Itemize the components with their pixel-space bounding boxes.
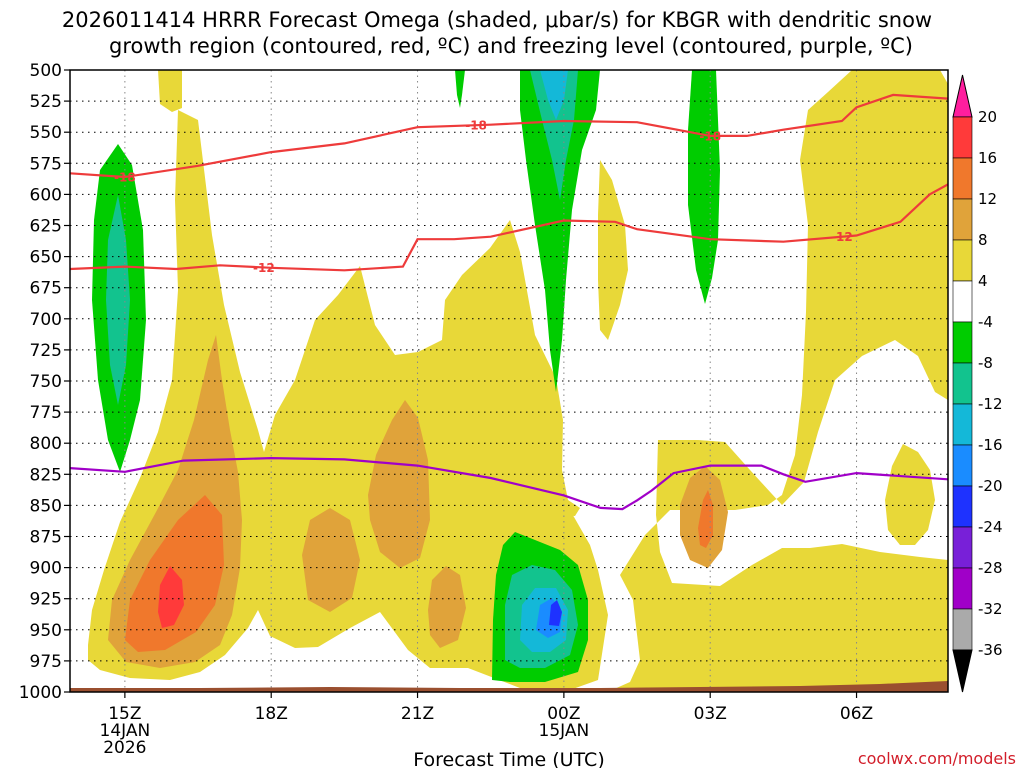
omega-shade-positive-8-12-c	[368, 400, 430, 568]
colorbar-label: -12	[978, 395, 1003, 413]
y-tick-label: 825	[30, 465, 62, 485]
y-tick-label: 625	[30, 217, 62, 237]
colorbar-label: -28	[978, 559, 1003, 577]
colorbar-under-triangle	[952, 649, 973, 693]
y-tick-label: 675	[30, 279, 62, 299]
omega-shade-positive-16-20	[158, 566, 184, 628]
colorbar-label: 16	[978, 149, 997, 167]
colorbar-band	[952, 403, 973, 446]
contour-freezing_level_0C	[70, 456, 948, 511]
colorbar-label: 8	[978, 231, 988, 249]
x-tick-label: 2026	[103, 738, 146, 758]
omega-shade-negative-east-column	[688, 70, 720, 304]
colorbar-band	[952, 485, 973, 528]
y-tick-label: 800	[30, 434, 62, 454]
y-tick-label: 600	[30, 185, 62, 205]
omega-shade-positive-small	[555, 500, 580, 516]
colorbar-band	[952, 608, 973, 651]
omega-shade-negative-center-column-inner	[530, 70, 578, 200]
plot-area: -18 -18 -18 -12 -12	[69, 69, 949, 693]
colorbar-label: -32	[978, 600, 1003, 618]
chart-title-line-2: growth region (contoured, red, ºC) and f…	[109, 34, 913, 58]
chart-title-line-1: 2026011414 HRRR Forecast Omega (shaded, …	[62, 8, 932, 32]
y-tick-label: 975	[30, 652, 62, 672]
y-tick-label: 950	[30, 621, 62, 641]
y-tick-label: 850	[30, 496, 62, 516]
colorbar: 20 16 12 8 4 -4 -8 -12 -16 -20 -24 -28 -32 -36	[952, 74, 1003, 693]
colorbar-band	[952, 198, 973, 241]
y-axis: 500 525 550 575 600 625 650 675 700 725 750 775 800 8…	[19, 61, 70, 703]
colorbar-label: -24	[978, 518, 1003, 536]
omega-shade-negative-lower-center-20-24	[549, 600, 562, 626]
colorbar-band	[952, 444, 973, 487]
x-axis-title: Forecast Time (UTC)	[413, 749, 604, 768]
y-tick-label: 575	[30, 154, 62, 174]
y-tick-label: 650	[30, 248, 62, 268]
contour-label: -12	[253, 261, 275, 275]
y-tick-label: 900	[30, 559, 62, 579]
colorbar-band	[952, 526, 973, 569]
y-tick-label: 875	[30, 528, 62, 548]
omega-shade-negative-west-inner	[106, 195, 130, 405]
colorbar-label: 12	[978, 190, 997, 208]
colorbar-band	[952, 362, 973, 405]
colorbar-band	[952, 321, 973, 364]
contour-label: -18	[699, 129, 721, 143]
grid-lines	[70, 70, 948, 692]
x-tick-label: 15Z	[108, 704, 141, 724]
colorbar-label: -16	[978, 436, 1003, 454]
omega-shading	[88, 70, 948, 692]
y-tick-label: 775	[30, 403, 62, 423]
colorbar-band	[952, 116, 973, 159]
omega-shade-positive-east-blob	[885, 444, 935, 545]
x-tick-label: 15JAN	[539, 721, 590, 741]
x-tick-label: 14JAN	[100, 721, 151, 741]
omega-shade-negative-center-column-core	[540, 70, 568, 120]
y-tick-label: 1000	[19, 683, 62, 703]
colorbar-label: -4	[978, 313, 993, 331]
omega-shade-negative-center-column	[520, 70, 600, 392]
colorbar-band	[952, 239, 973, 282]
omega-shade-positive-east	[470, 70, 948, 692]
y-tick-label: 525	[30, 92, 62, 112]
colorbar-label: 4	[978, 272, 988, 290]
site-credit: coolwx.com/models	[858, 749, 1016, 768]
contour-label: -12	[831, 230, 853, 244]
omega-shade-positive-8-12-b	[302, 508, 360, 612]
colorbar-label: -36	[978, 641, 1003, 659]
x-tick-label: 18Z	[255, 704, 288, 724]
x-tick-label: 21Z	[401, 704, 434, 724]
omega-shade-positive-cap	[158, 70, 182, 112]
colorbar-label: -8	[978, 354, 993, 372]
contour-label: -18	[465, 119, 487, 133]
y-tick-label: 550	[30, 123, 62, 143]
y-tick-label: 750	[30, 372, 62, 392]
x-tick-label: 03Z	[694, 704, 727, 724]
y-tick-label: 725	[30, 341, 62, 361]
colorbar-over-triangle	[952, 74, 973, 118]
x-tick-label: 00Z	[547, 704, 580, 724]
y-tick-label: 500	[30, 61, 62, 81]
omega-shade-negative-upper-sliver	[455, 70, 465, 108]
colorbar-label: -20	[978, 477, 1003, 495]
colorbar-band	[952, 280, 973, 323]
contour-dgz_minus18	[70, 93, 948, 179]
colorbar-label: 20	[978, 108, 997, 126]
terrain-ground	[70, 681, 948, 692]
contour-dgz_minus12	[70, 183, 948, 272]
colorbar-band	[952, 567, 973, 610]
omega-shade-positive-upper-mid	[598, 160, 628, 340]
y-tick-label: 700	[30, 310, 62, 330]
contours: -18 -18 -18 -12 -12	[70, 93, 948, 511]
omega-shade-positive-12-16-b	[698, 490, 713, 548]
omega-shade-positive-8-12-d	[428, 566, 466, 648]
x-tick-label: 06Z	[840, 704, 873, 724]
colorbar-band	[952, 157, 973, 200]
contour-label: -18	[114, 170, 136, 184]
y-tick-label: 925	[30, 590, 62, 610]
